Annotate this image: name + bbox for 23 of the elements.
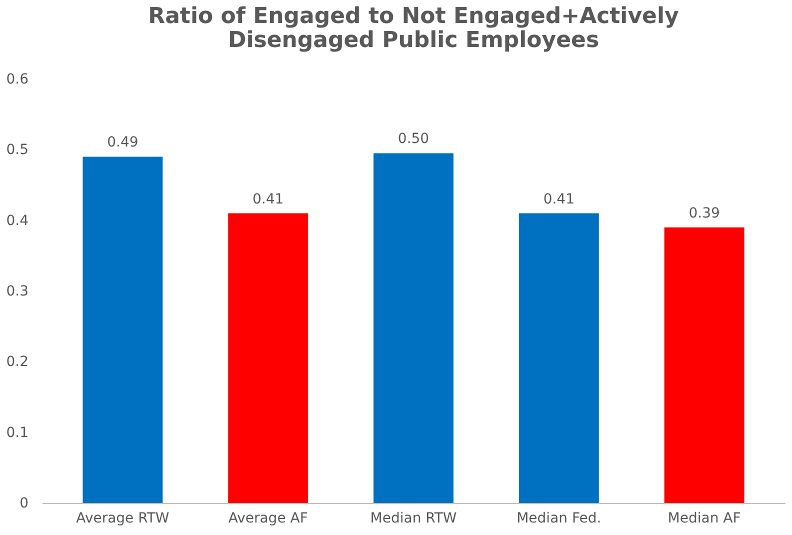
data-label: 0.49 bbox=[107, 134, 138, 151]
y-tick-label: 0.5 bbox=[6, 142, 28, 158]
y-tick-label: 0.6 bbox=[6, 72, 29, 88]
bar bbox=[374, 153, 454, 503]
chart-title: Ratio of Engaged to Not Engaged+Actively Disengaged Public Employees bbox=[148, 4, 679, 53]
y-tick-label: 0.3 bbox=[6, 284, 28, 300]
y-tick-label: 0.2 bbox=[6, 354, 28, 370]
x-tick-label: Median AF bbox=[668, 510, 741, 526]
data-label: 0.39 bbox=[688, 205, 720, 222]
x-tick-label: Average RTW bbox=[76, 510, 170, 526]
data-label: 0.50 bbox=[398, 131, 430, 148]
y-tick-label: 0 bbox=[20, 496, 28, 512]
y-tick-label: 0.1 bbox=[6, 424, 28, 441]
data-label: 0.41 bbox=[252, 191, 284, 208]
bar bbox=[82, 156, 163, 503]
bar bbox=[228, 213, 308, 503]
x-tick-label: Median Fed. bbox=[516, 510, 602, 526]
bar bbox=[518, 213, 599, 503]
y-tick-label: 0.4 bbox=[6, 212, 29, 229]
data-label: 0.41 bbox=[543, 191, 574, 208]
x-tick-label: Median RTW bbox=[370, 510, 457, 526]
bar bbox=[664, 227, 744, 503]
x-tick-label: Average AF bbox=[228, 510, 308, 526]
